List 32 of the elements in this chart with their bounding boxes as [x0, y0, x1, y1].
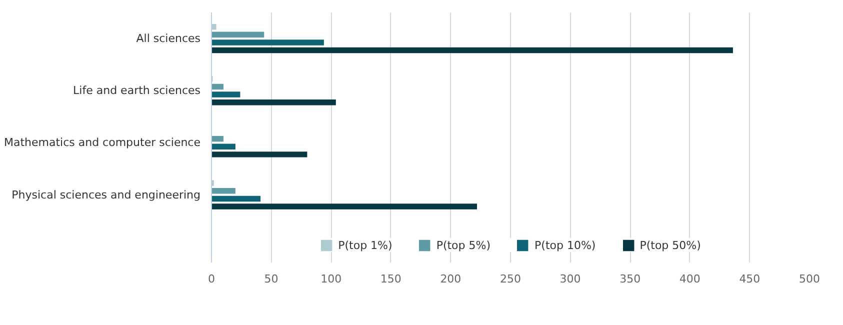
bar [212, 40, 324, 46]
bar [212, 188, 236, 194]
legend-label: P(top 10%) [534, 238, 596, 252]
bar [212, 47, 733, 54]
bar [212, 84, 224, 90]
y-tick-label: Life and earth sciences [73, 84, 201, 98]
bar [212, 204, 478, 210]
y-tick-label: All sciences [136, 32, 201, 46]
x-tick-label: 400 [679, 272, 700, 286]
legend-label: P(top 5%) [436, 238, 491, 252]
bar [212, 152, 308, 158]
bar [212, 32, 264, 38]
x-tick-label: 300 [560, 272, 581, 286]
x-tick-label: 50 [264, 272, 278, 286]
bar [212, 196, 261, 202]
x-tick-label: 0 [208, 272, 215, 286]
legend-label: P(top 1%) [338, 238, 392, 252]
x-tick-label: 450 [739, 272, 760, 286]
bar [212, 136, 224, 142]
x-tick-label: 200 [440, 272, 462, 286]
x-tick-label: 150 [380, 272, 402, 286]
x-tick-label: 100 [320, 272, 342, 286]
legend-label: P(top 50%) [640, 238, 701, 252]
bar [212, 24, 216, 30]
y-tick-label: Physical sciences and engineering [12, 188, 201, 202]
y-tick-label: Mathematics and computer science [4, 136, 201, 150]
bar [212, 92, 240, 98]
x-tick-label: 250 [500, 272, 521, 286]
bar [212, 99, 336, 106]
bar [212, 144, 236, 150]
x-tick-label: 350 [620, 272, 641, 286]
x-tick-label: 500 [799, 272, 820, 286]
